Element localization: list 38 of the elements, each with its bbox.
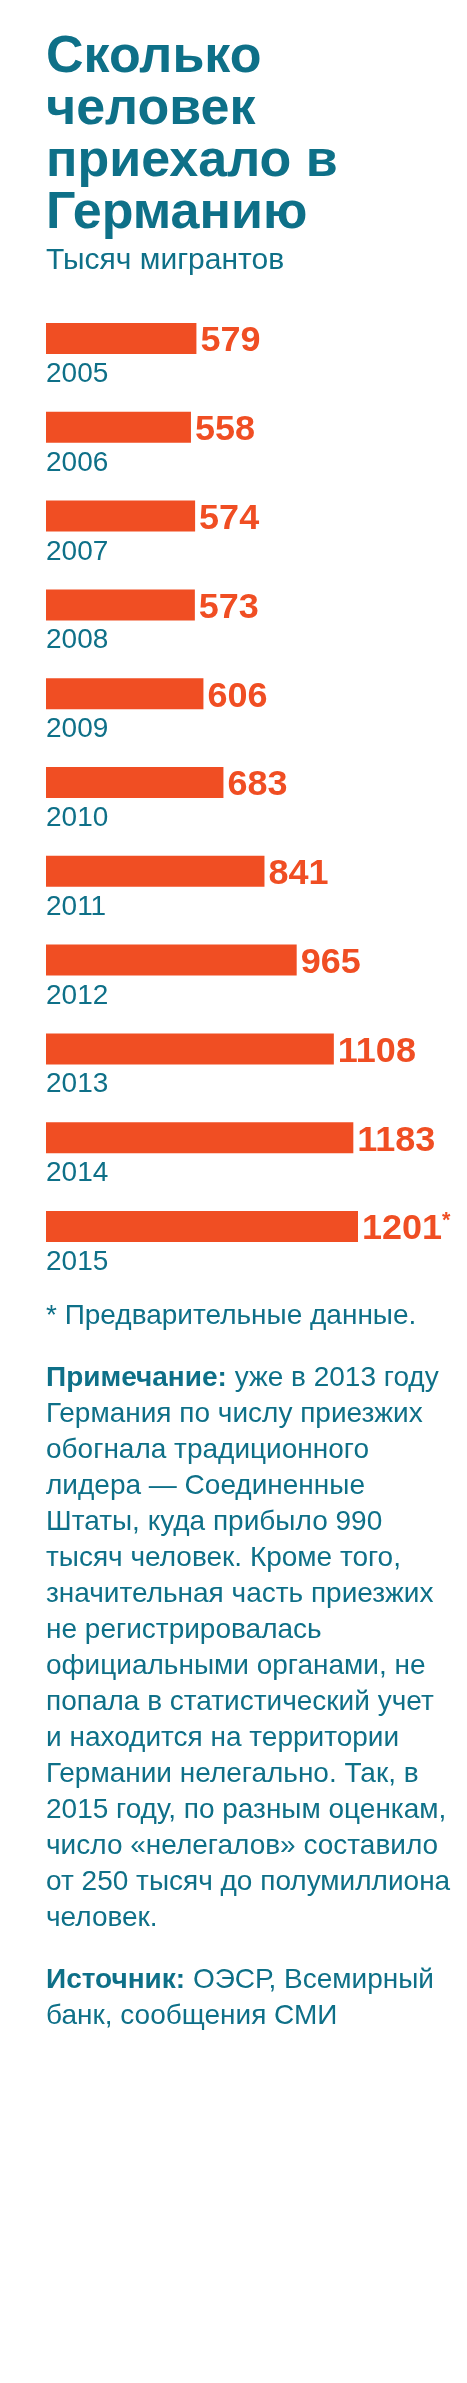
bar — [46, 767, 224, 798]
bar — [46, 1033, 334, 1065]
data-label: 606 — [207, 673, 268, 715]
text: Примечание: уже в 2013 году Германия по числу приезжих обогнала традиционного лидера — Соединенные Штаты, куда прибыло 990 тысяч человек. Кроме того, значительная часть приезжих не регистрировалась официальными органами, не попала в статистический учет и находится на территории Германии нелегально. Так, в 2015 году, по разным оценкам, число «нелегалов» составило от 250 тысяч до полумиллиона человек. — [46, 1360, 451, 1932]
y-tick-label: 2010 — [46, 801, 109, 832]
annotation: * Предварительные данные. — [46, 1297, 418, 1332]
y-tick-label: 2006 — [46, 445, 109, 477]
bar — [46, 1211, 358, 1242]
data-label: 683 — [227, 762, 288, 804]
bar — [46, 855, 265, 887]
data-label: 579 — [200, 318, 261, 360]
y-tick-label: 2013 — [46, 1067, 109, 1099]
data-label: 965 — [300, 940, 361, 982]
y-tick-label: 2005 — [46, 357, 109, 388]
y-tick-label: 2011 — [46, 889, 107, 921]
bar — [46, 500, 196, 532]
data-label: 574 — [199, 496, 260, 538]
y-tick-label: 2012 — [46, 978, 109, 1010]
data-label: 558 — [194, 407, 256, 449]
bar — [46, 323, 197, 354]
bar — [46, 589, 195, 621]
bar — [46, 678, 204, 710]
data-label: 1108 — [337, 1028, 416, 1070]
chart-subtitle: Тысяч мигрантов — [46, 242, 286, 276]
data-label: 1201$^{*}$ — [362, 1206, 452, 1248]
y-tick-label: 2009 — [46, 712, 109, 744]
y-tick-label: 2015 — [46, 1245, 109, 1276]
bar — [46, 944, 297, 976]
chart-title: Сколько человек приехало в Германию — [46, 25, 339, 239]
y-tick-label: 2007 — [46, 534, 109, 566]
bar — [46, 1122, 354, 1154]
data-label: 573 — [198, 584, 259, 626]
data-label: 841 — [268, 851, 329, 893]
y-tick-label: 2008 — [46, 623, 109, 655]
text: Источник: ОЭСР, Всемирный банк, сообщения СМИ — [46, 1962, 434, 2030]
y-tick-label: 2014 — [46, 1156, 109, 1188]
data-label: 1183 — [357, 1117, 436, 1159]
bar — [46, 411, 191, 443]
